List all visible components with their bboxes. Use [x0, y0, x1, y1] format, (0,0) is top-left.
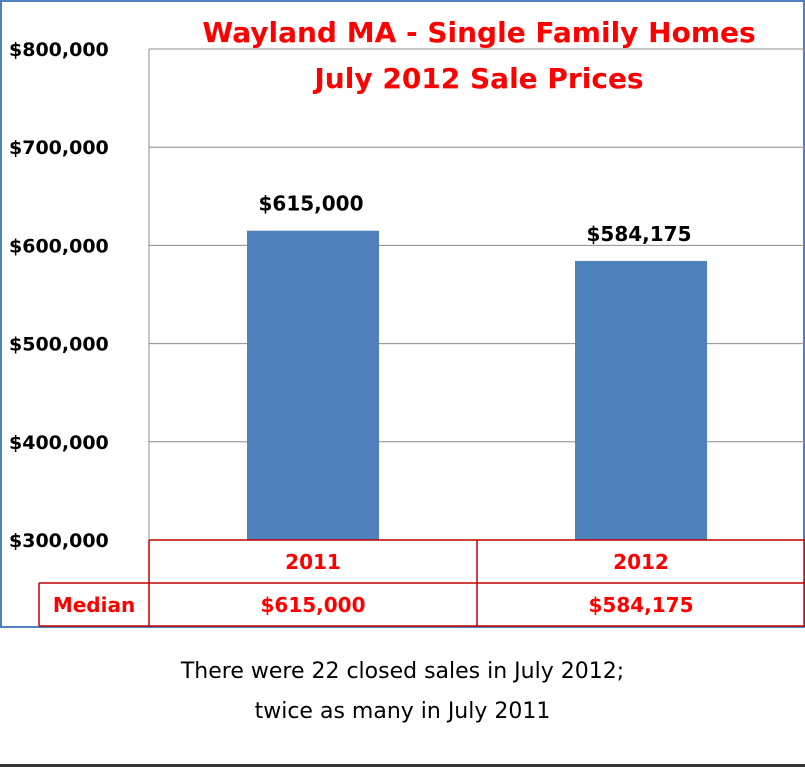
footer-line-1: There were 22 closed sales in July 2012;	[180, 659, 625, 684]
chart-frame: $615,000 $584,175 $300,000 $400,000 $500,00…	[0, 0, 805, 628]
bars	[247, 230, 707, 541]
bar-2011	[247, 230, 379, 541]
y-tick-label: $400,000	[9, 432, 109, 454]
y-tick-label: $800,000	[9, 39, 109, 61]
table-value: $584,175	[588, 593, 693, 617]
y-tick-label: $600,000	[9, 235, 109, 257]
footer-line-2: twice as many in July 2011	[254, 699, 551, 724]
y-tick-label: $500,000	[9, 334, 109, 356]
chart-title: Wayland MA - Single Family Homes July 201…	[202, 16, 755, 95]
chart-title-line: Wayland MA - Single Family Homes	[202, 16, 755, 49]
data-labels: $615,000 $584,175	[258, 192, 691, 246]
table-row-label: Median	[53, 593, 135, 617]
footer-note: There were 22 closed sales in July 2012;…	[0, 652, 805, 732]
y-tick-label: $700,000	[9, 137, 109, 159]
bar-2012	[575, 260, 707, 540]
x-tick-label: 2012	[613, 550, 669, 574]
chart-title-line: July 2012 Sale Prices	[312, 62, 643, 95]
y-tick-label: $300,000	[9, 530, 109, 552]
bar-chart: $615,000 $584,175 $300,000 $400,000 $500,00…	[9, 16, 805, 627]
table-value: $615,000	[260, 593, 365, 617]
data-table: Median 2011 $615,000 2012 $584,175	[38, 539, 805, 627]
y-axis-ticks: $300,000 $400,000 $500,000 $600,000 $700,000…	[9, 39, 109, 552]
data-label: $584,175	[586, 222, 691, 246]
data-label: $615,000	[258, 192, 363, 216]
bottom-rule	[0, 764, 805, 767]
x-tick-label: 2011	[285, 550, 341, 574]
